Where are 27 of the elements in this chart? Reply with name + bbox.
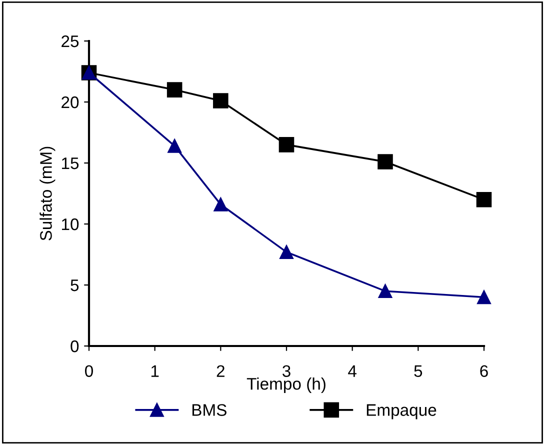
point [213,93,228,108]
y-tick-label: 5 [70,280,79,292]
y-tick-label: 0 [70,340,79,352]
x-tick-label: 4 [348,365,356,377]
point [378,154,393,170]
point [214,198,228,212]
x-tick-label: 3 [282,365,290,377]
x-tick-label: 2 [216,365,224,377]
point [378,284,392,298]
x-tick-label: 6 [480,365,488,377]
point [477,290,491,304]
point [168,138,182,153]
point [166,82,182,98]
x-tick-label: 0 [85,365,93,377]
y-tick-label: 10 [62,218,79,230]
x-tick-label: 1 [151,365,159,377]
x-axis-title: Tiempo (h) [246,378,326,394]
point [278,137,294,152]
legend-label: Empaque [366,404,436,420]
point [280,245,294,260]
y-tick-label: 25 [62,35,79,48]
y-tick-label: 20 [62,96,79,108]
y-axis-title: Sulfato (mM) [40,146,56,240]
x-tick-label: 5 [414,365,422,377]
point [476,192,492,208]
legend-label: BMS [192,404,226,416]
y-tick-label: 15 [62,158,79,170]
